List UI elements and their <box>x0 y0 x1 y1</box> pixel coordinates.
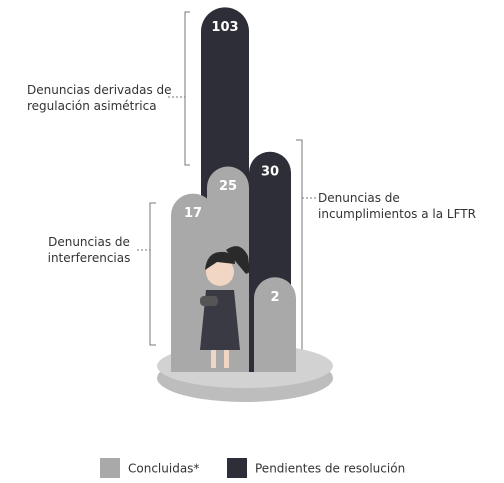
value-label: 25 <box>219 179 237 194</box>
value-label: 17 <box>184 206 202 221</box>
category-label: Denuncias derivadas de regulación asimét… <box>27 83 172 113</box>
category-label: Denuncias de interferencias <box>47 235 131 265</box>
legend-label: Pendientes de resolución <box>255 462 405 476</box>
category-label: Denuncias de incumplimientos a la LFTR <box>318 191 476 221</box>
legend-swatch <box>100 458 120 478</box>
legend-label: Concluidas* <box>128 462 199 476</box>
value-label: 30 <box>261 164 279 179</box>
bar <box>254 277 296 372</box>
bracket <box>149 202 156 346</box>
value-label: 2 <box>270 290 279 305</box>
bracket <box>184 11 190 166</box>
legend-swatch <box>227 458 247 478</box>
bracket <box>296 139 303 351</box>
illustration <box>200 246 250 368</box>
value-label: 103 <box>211 20 238 35</box>
